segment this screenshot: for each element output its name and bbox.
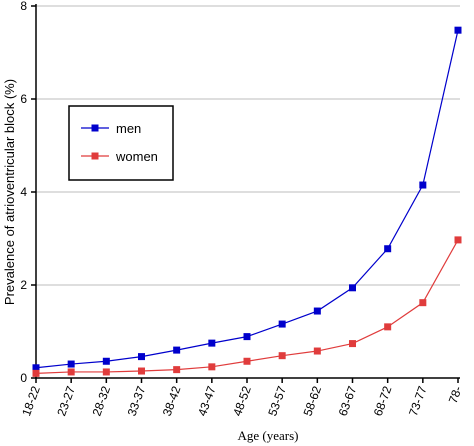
data-point-women [313, 347, 321, 355]
x-tick-label: 28-32 [89, 384, 113, 418]
data-point-men [278, 320, 286, 328]
x-tick-label: 38-42 [160, 384, 184, 418]
data-point-women [454, 236, 462, 244]
axes [35, 4, 460, 379]
grid [36, 5, 460, 286]
x-axis-title: Age (years) [238, 428, 299, 443]
data-point-men [384, 245, 392, 253]
x-tick-label: 53-57 [265, 384, 289, 418]
data-point-men [313, 307, 321, 315]
y-tick-label: 2 [20, 278, 27, 292]
x-tick-label: 58-62 [300, 384, 324, 418]
series-line-men [35, 30, 459, 369]
y-axis-title: Prevalence of atrioventricular block (%) [2, 79, 17, 305]
data-point-women [32, 369, 40, 377]
x-tick-label: 63-67 [336, 384, 360, 418]
data-point-women [349, 340, 356, 348]
data-point-men [173, 346, 181, 354]
x-tick-label: 23-27 [54, 384, 78, 418]
x-tick-label: 73-77 [406, 384, 430, 418]
y-tick-label: 6 [20, 92, 27, 106]
y-tick-label: 4 [20, 185, 27, 199]
legend-item-women: women [81, 149, 158, 164]
data-point-men [419, 181, 427, 189]
y-tick-label: 8 [20, 0, 27, 13]
data-point-women [384, 323, 392, 331]
x-tick-label: 68-72 [371, 384, 395, 418]
legend-item-men: men [81, 121, 141, 136]
x-ticks: 18-22 23-27 28-32 33-37 38-42 43-47 48-52 53-57… [19, 378, 465, 418]
series-men [32, 26, 462, 372]
data-point-women [243, 357, 251, 365]
series-line-women [35, 239, 459, 374]
x-tick-label: 33-37 [125, 384, 149, 418]
data-point-men [138, 353, 145, 361]
x-tick-label: 18-22 [19, 384, 43, 418]
data-point-men [454, 26, 462, 34]
data-point-women [67, 368, 75, 376]
data-point-men [349, 284, 356, 292]
data-point-women [173, 366, 181, 374]
x-tick-label: 48-52 [230, 384, 254, 418]
legend-label: women [115, 149, 158, 164]
series-women [32, 236, 462, 377]
x-tick-label: 78- [446, 384, 465, 405]
legend-marker [91, 152, 99, 160]
data-point-women [208, 363, 216, 371]
data-point-women [138, 367, 145, 375]
y-tick-label: 0 [20, 371, 27, 385]
data-point-men [102, 357, 110, 365]
legend: men women [68, 105, 174, 181]
data-point-men [243, 333, 251, 341]
data-point-men [67, 360, 75, 368]
data-point-women [102, 368, 110, 376]
data-point-men [208, 339, 216, 347]
data-point-men [32, 364, 40, 372]
legend-marker [91, 124, 99, 132]
legend-box [68, 105, 174, 181]
data-point-women [278, 352, 286, 360]
series [32, 26, 462, 377]
legend-label: men [116, 121, 141, 136]
x-tick-label: 43-47 [195, 384, 219, 418]
y-ticks: 0 2 4 6 8 [20, 0, 36, 385]
data-point-women [419, 299, 427, 307]
